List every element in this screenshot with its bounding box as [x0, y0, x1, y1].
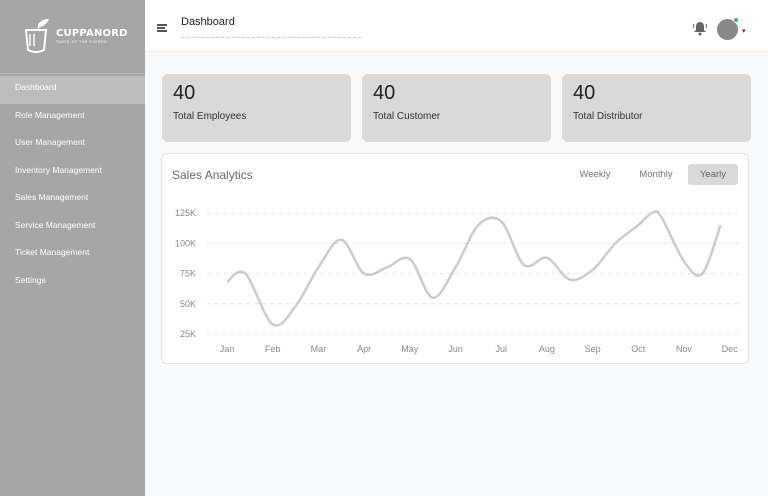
- y-tick-label: 25K: [180, 329, 196, 339]
- tab-monthly[interactable]: Monthly: [639, 169, 673, 180]
- brand-logo[interactable]: CUPPANORD TASTE OF THE FJORDS: [20, 16, 130, 56]
- bell-icon[interactable]: [693, 20, 707, 36]
- x-tick-label: Sep: [585, 344, 601, 354]
- top-bar: Dashboard ▾: [145, 0, 768, 52]
- stat-label: Total Employees: [173, 111, 247, 122]
- stat-card-distributor[interactable]: 40 Total Distributor: [562, 74, 751, 142]
- stat-label: Total Distributor: [573, 111, 643, 122]
- x-tick-label: Apr: [357, 344, 371, 354]
- sidebar-item-inventory-management[interactable]: Inventory Management: [15, 164, 102, 175]
- y-tick-label: 50K: [180, 299, 196, 309]
- x-tick-label: Nov: [676, 344, 693, 354]
- x-tick-label: Mar: [311, 344, 327, 354]
- chevron-down-icon[interactable]: ▾: [742, 28, 746, 35]
- sidebar-item-settings[interactable]: Settings: [15, 274, 46, 285]
- stat-value: 40: [373, 82, 396, 104]
- x-tick-label: Dec: [722, 344, 739, 354]
- panel-title: Sales Analytics: [172, 168, 253, 182]
- x-tick-label: May: [401, 344, 419, 354]
- stat-value: 40: [173, 82, 196, 104]
- x-tick-label: Oct: [631, 344, 646, 354]
- y-tick-label: 75K: [180, 269, 196, 279]
- title-underline: [181, 37, 361, 38]
- sidebar-divider: [0, 73, 145, 74]
- stat-card-employees[interactable]: 40 Total Employees: [162, 74, 351, 142]
- sidebar-item-role-management[interactable]: Role Management: [15, 109, 85, 120]
- sidebar-item-ticket-management[interactable]: Ticket Management: [15, 247, 90, 257]
- x-tick-label: Jun: [448, 344, 463, 354]
- sidebar: CUPPANORD TASTE OF THE FJORDS Dashboard …: [0, 0, 145, 496]
- y-tick-label: 125K: [175, 208, 196, 218]
- sidebar-item-user-management[interactable]: User Management: [15, 137, 85, 147]
- sidebar-item-service-management[interactable]: Service Management: [15, 219, 96, 230]
- x-tick-label: Jan: [220, 344, 235, 354]
- sidebar-item-dashboard[interactable]: Dashboard: [0, 76, 145, 104]
- x-tick-label: Jul: [495, 344, 507, 354]
- y-tick-label: 100K: [175, 238, 196, 248]
- sales-analytics-panel: Sales Analytics Weekly Monthly Yearly 12…: [161, 153, 749, 364]
- stat-label: Total Customer: [373, 111, 441, 122]
- user-avatar[interactable]: [717, 19, 738, 40]
- sidebar-nav: Dashboard Role Management User Managemen…: [0, 76, 145, 296]
- x-tick-label: Feb: [265, 344, 281, 354]
- stat-card-customer[interactable]: 40 Total Customer: [362, 74, 551, 142]
- online-status-dot: [733, 17, 739, 23]
- brand-name: CUPPANORD: [56, 28, 128, 39]
- brand-tagline: TASTE OF THE FJORDS: [56, 40, 108, 44]
- tab-yearly[interactable]: Yearly: [688, 164, 738, 185]
- x-tick-label: Aug: [539, 344, 555, 354]
- sales-line-chart: 125K 100K 75K 50K 25K Jan Feb Mar Apr May Jun Jul Au…: [175, 208, 740, 354]
- tab-weekly[interactable]: Weekly: [579, 169, 611, 180]
- sales-series-line: [226, 210, 722, 327]
- stat-value: 40: [573, 82, 596, 104]
- sidebar-item-sales-management[interactable]: Sales Management: [15, 192, 89, 202]
- coffee-cup-icon: [24, 18, 49, 53]
- page-title: Dashboard: [181, 16, 235, 28]
- hamburger-menu-icon[interactable]: [157, 24, 167, 32]
